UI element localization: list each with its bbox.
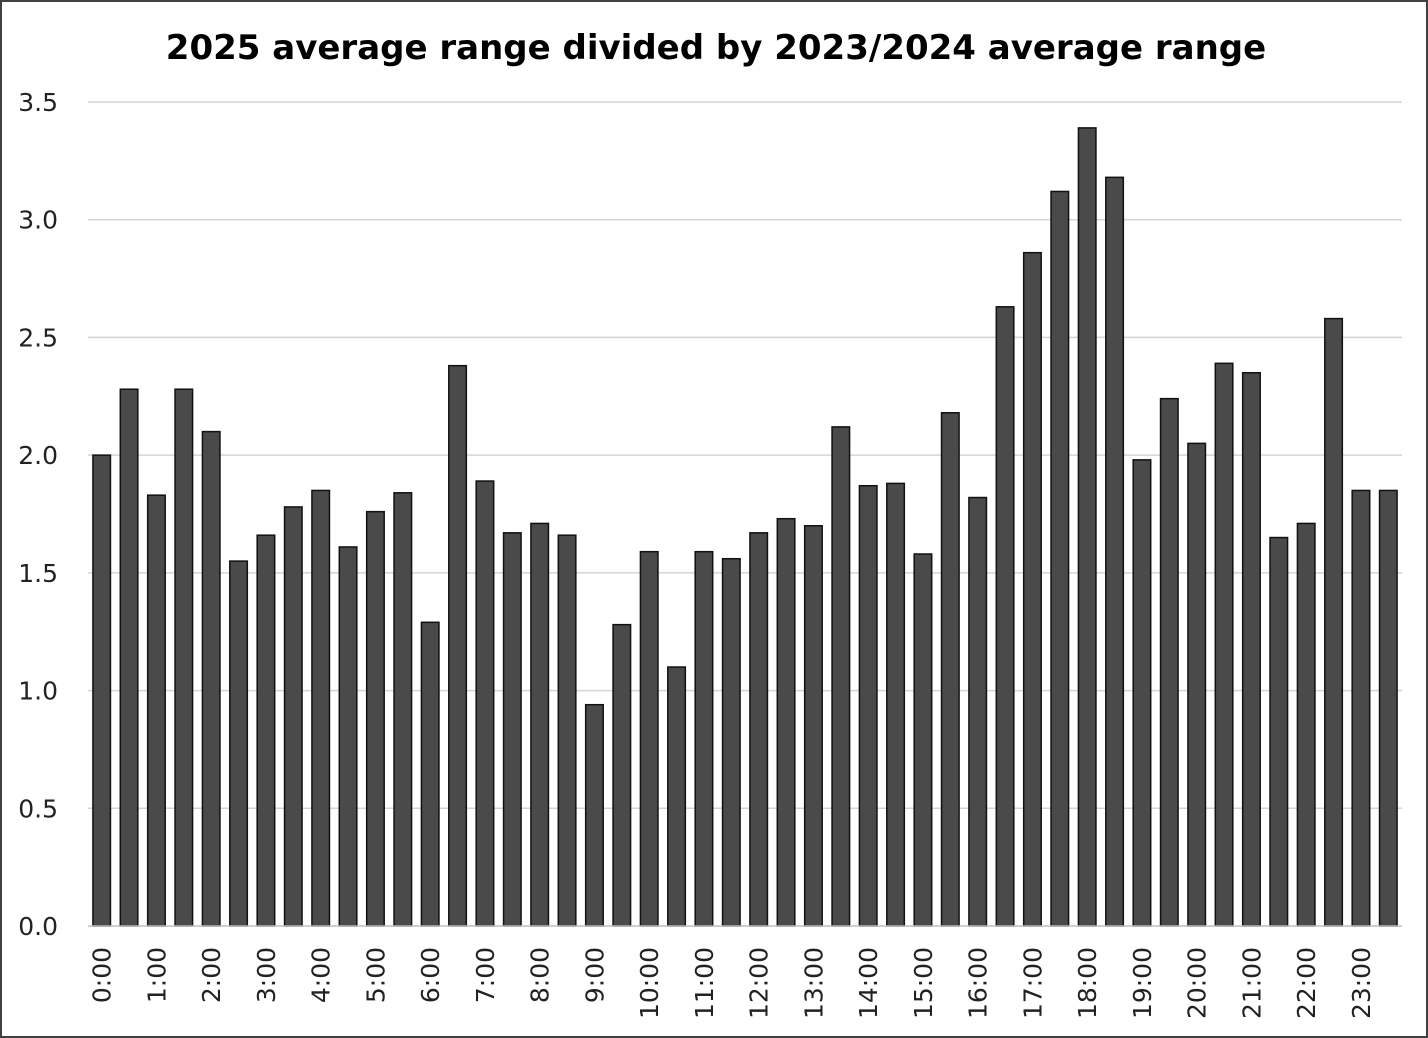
bar-9-30: [612, 623, 632, 927]
bar-22-30: [1324, 317, 1344, 927]
x-tick-label: 21:00: [1237, 947, 1266, 1019]
bar-9-00: [584, 703, 604, 927]
bar-6-30: [448, 364, 468, 927]
y-tick-label: 2.0: [18, 441, 58, 470]
bar-7-00: [475, 480, 495, 927]
y-tick-label: 0.5: [18, 794, 58, 823]
x-tick-label: 19:00: [1128, 947, 1157, 1019]
bar-20-30: [1214, 362, 1234, 927]
x-tick-label: 7:00: [471, 947, 500, 1003]
bar-18-30: [1105, 176, 1125, 927]
bar-13-00: [803, 525, 823, 927]
bars: [92, 127, 1398, 927]
x-tick-label: 4:00: [307, 947, 336, 1003]
y-tick-label: 3.5: [18, 88, 58, 117]
bar-18-00: [1077, 127, 1097, 927]
x-tick-label: 18:00: [1073, 947, 1102, 1019]
y-tick-label: 0.0: [18, 912, 58, 941]
bar-23-30: [1378, 489, 1398, 927]
x-tick-label: 22:00: [1292, 947, 1321, 1019]
bar-11-00: [694, 550, 714, 927]
bar-8-30: [557, 534, 577, 927]
y-tick-label: 2.5: [18, 323, 58, 352]
bar-21-30: [1269, 536, 1289, 927]
bar-17-30: [1050, 190, 1070, 927]
x-tick-label: 0:00: [88, 947, 117, 1003]
bar-15-30: [940, 412, 960, 927]
y-axis-tick-labels: 0.0 0.5 1.0 1.5 2.0 2.5 3.0 3.5: [18, 88, 58, 941]
bar-15-00: [913, 553, 933, 927]
x-tick-label: 11:00: [690, 947, 719, 1019]
y-tick-label: 1.5: [18, 559, 58, 588]
x-tick-label: 2:00: [197, 947, 226, 1003]
x-tick-label: 5:00: [361, 947, 390, 1003]
bar-1-30: [174, 388, 194, 927]
x-tick-label: 1:00: [142, 947, 171, 1003]
bar-16-30: [995, 306, 1015, 927]
bar-21-00: [1241, 371, 1261, 927]
bar-10-00: [639, 550, 659, 927]
bar-10-30: [667, 666, 687, 927]
bar-23-00: [1351, 489, 1371, 927]
bar-22-00: [1296, 522, 1316, 927]
x-tick-label: 8:00: [526, 947, 555, 1003]
bar-5-00: [365, 510, 385, 927]
bar-8-00: [530, 522, 550, 927]
x-tick-label: 9:00: [580, 947, 609, 1003]
bar-1-00: [146, 494, 166, 927]
x-tick-label: 6:00: [416, 947, 445, 1003]
x-tick-label: 23:00: [1347, 947, 1376, 1019]
x-tick-label: 16:00: [964, 947, 993, 1019]
bar-2-00: [201, 430, 221, 927]
bar-19-00: [1132, 459, 1152, 927]
bar-0-00: [92, 454, 112, 927]
bar-12-00: [749, 532, 769, 927]
chart-title: 2025 average range divided by 2023/2024 …: [165, 28, 1267, 68]
bar-12-30: [776, 517, 796, 927]
bar-0-30: [119, 388, 139, 927]
bar-3-00: [256, 534, 276, 927]
bar-13-30: [831, 426, 851, 927]
gridlines: [88, 101, 1402, 810]
x-tick-label: 20:00: [1183, 947, 1212, 1019]
bar-2-30: [229, 560, 249, 927]
x-tick-label: 3:00: [252, 947, 281, 1003]
bar-19-30: [1159, 397, 1179, 927]
y-tick-label: 3.0: [18, 206, 58, 235]
x-tick-label: 12:00: [745, 947, 774, 1019]
bar-20-00: [1187, 442, 1207, 927]
bar-7-30: [502, 532, 522, 927]
bar-11-30: [721, 557, 741, 927]
bar-3-30: [283, 506, 303, 927]
bar-16-00: [968, 496, 988, 927]
bar-4-00: [311, 489, 331, 927]
x-axis-tick-labels: 0:00 1:00 2:00 3:00 4:00 5:00 6:00 7:00 8:00 9:00…: [88, 947, 1376, 1019]
bar-6-00: [420, 621, 440, 927]
bar-17-00: [1022, 251, 1042, 927]
bar-14-30: [886, 482, 906, 927]
bar-14-00: [858, 485, 878, 927]
bar-4-30: [338, 546, 358, 927]
x-tick-label: 13:00: [799, 947, 828, 1019]
bar-5-30: [393, 492, 413, 927]
y-tick-label: 1.0: [18, 677, 58, 706]
x-tick-label: 10:00: [635, 947, 664, 1019]
x-tick-label: 15:00: [909, 947, 938, 1019]
x-tick-label: 14:00: [854, 947, 883, 1019]
x-tick-label: 17:00: [1018, 947, 1047, 1019]
